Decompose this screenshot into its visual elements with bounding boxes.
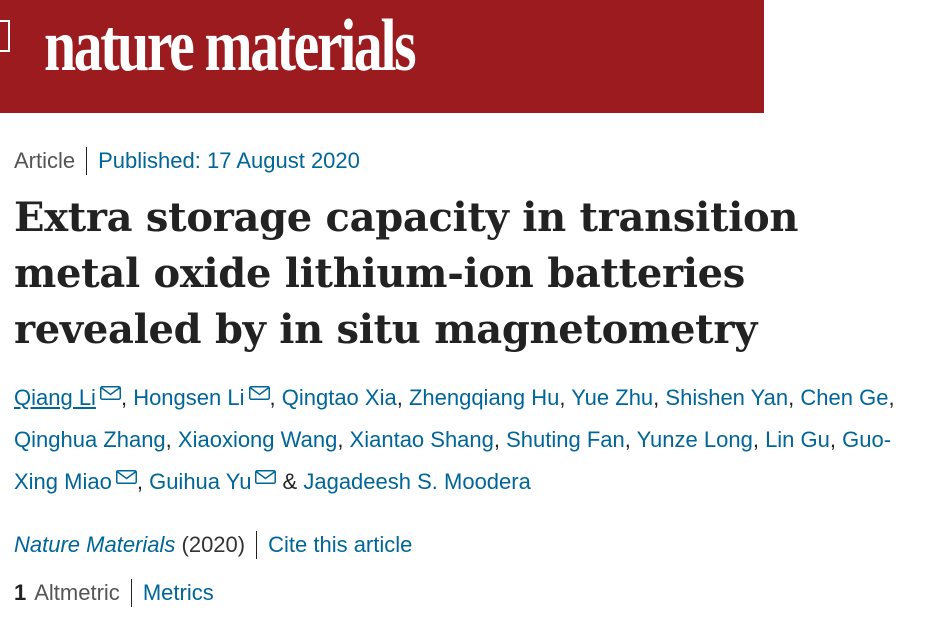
- author-separator: ,: [888, 385, 895, 410]
- menu-edge-icon: [0, 20, 10, 52]
- author-separator: ,: [337, 427, 350, 452]
- author-link[interactable]: Guo-Xing Miao: [14, 427, 892, 494]
- author-separator: ,: [788, 385, 801, 410]
- article-meta: Article Published: 17 August 2020: [14, 146, 360, 176]
- article-title: Extra storage capacity in transition met…: [14, 194, 799, 353]
- author-separator: ,: [120, 385, 134, 410]
- citation-line: Nature Materials (2020) Cite this article: [14, 530, 412, 560]
- author-link[interactable]: Xiaoxiong Wang: [177, 427, 338, 452]
- email-icon[interactable]: [248, 386, 270, 400]
- author-separator: ,: [396, 385, 409, 410]
- author-separator: ,: [269, 385, 282, 410]
- altmetric-label: Altmetric: [34, 580, 120, 605]
- author-link[interactable]: Shishen Yan: [665, 385, 789, 410]
- email-icon[interactable]: [255, 470, 277, 484]
- author-link[interactable]: Guihua Yu: [149, 469, 252, 494]
- author-link[interactable]: Chen Ge: [800, 385, 889, 410]
- journal-logo[interactable]: nature materials: [44, 5, 417, 87]
- email-icon[interactable]: [99, 386, 121, 400]
- author-link[interactable]: Yue Zhu: [571, 385, 654, 410]
- published-date-link[interactable]: Published: 17 August 2020: [98, 148, 360, 173]
- altmetric-count: 1: [14, 580, 27, 605]
- divider: [130, 579, 132, 607]
- publication-year: (2020): [175, 532, 246, 557]
- email-icon[interactable]: [115, 470, 137, 484]
- author-link[interactable]: Qiang Li: [14, 385, 96, 410]
- article-type: Article: [14, 148, 76, 173]
- author-link[interactable]: Zhengqiang Hu: [408, 385, 560, 410]
- divider: [256, 531, 258, 559]
- author-separator: ,: [165, 427, 178, 452]
- metrics-link[interactable]: Metrics: [142, 580, 214, 605]
- author-separator: ,: [829, 427, 843, 452]
- author-link[interactable]: Jagadeesh S. Moodera: [303, 469, 531, 494]
- author-separator: ,: [752, 427, 766, 452]
- author-separator: &: [276, 469, 304, 494]
- cite-this-article-link[interactable]: Cite this article: [268, 532, 413, 557]
- author-link[interactable]: Xiantao Shang: [349, 427, 494, 452]
- author-separator: ,: [559, 385, 572, 410]
- author-separator: ,: [136, 469, 150, 494]
- author-separator: ,: [653, 385, 666, 410]
- author-link[interactable]: Qingtao Xia: [281, 385, 397, 410]
- journal-banner: nature materials: [0, 0, 764, 113]
- author-link[interactable]: Lin Gu: [765, 427, 830, 452]
- author-separator: ,: [624, 427, 637, 452]
- metrics-bar: 1 Altmetric Metrics: [14, 578, 214, 608]
- author-link[interactable]: Qinghua Zhang: [14, 427, 166, 452]
- author-link[interactable]: Hongsen Li: [133, 385, 245, 410]
- author-separator: ,: [493, 427, 507, 452]
- divider: [86, 147, 88, 175]
- journal-name-link[interactable]: Nature Materials: [14, 532, 176, 557]
- author-link[interactable]: Yunze Long: [636, 427, 753, 452]
- author-list: Qiang Li, Hongsen Li, Qingtao Xia, Zheng…: [14, 377, 924, 503]
- author-link[interactable]: Shuting Fan: [506, 427, 625, 452]
